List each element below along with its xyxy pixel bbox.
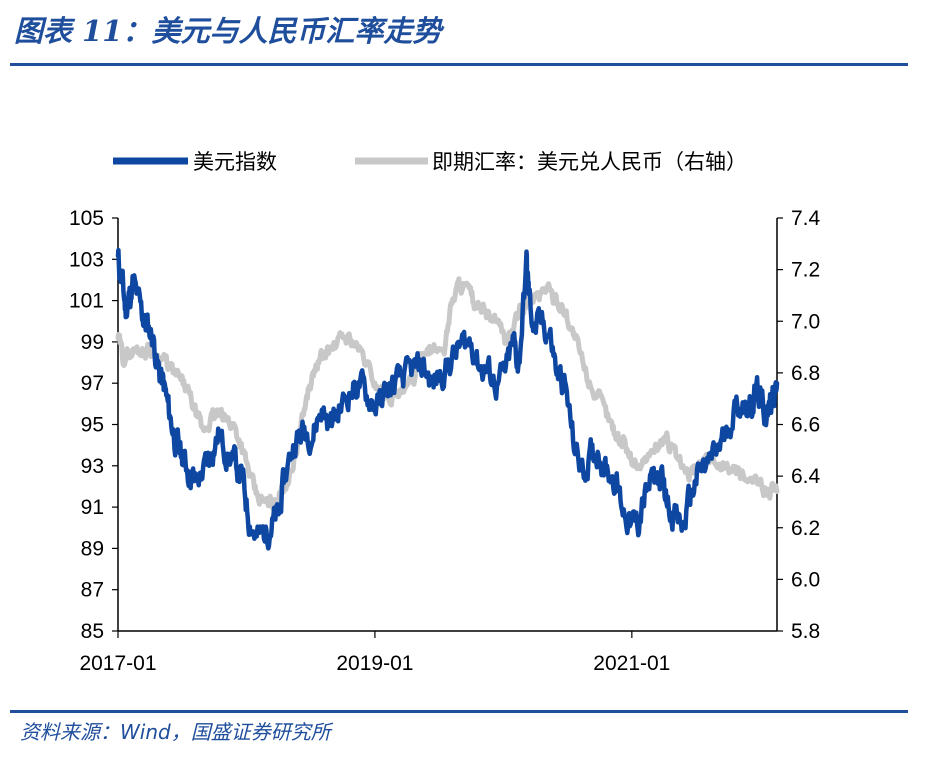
left-tick-label: 99 [81, 331, 104, 354]
chart-title: 图表 11：美元与人民币汇率走势 [14, 14, 442, 48]
left-tick-label: 89 [81, 537, 104, 560]
right-tick-label: 6.4 [791, 465, 821, 488]
left-tick-label: 103 [69, 248, 104, 271]
left-tick-label: 95 [81, 414, 104, 437]
left-axis-ticks: 85 87 89 91 93 95 97 99 101 103 105 [69, 207, 118, 643]
series-line-dxy [115, 247, 780, 551]
right-tick-label: 7.4 [791, 207, 821, 230]
x-tick-label: 2017-01 [79, 652, 156, 675]
right-tick-label: 5.8 [791, 620, 820, 643]
right-tick-label: 6.8 [791, 362, 820, 385]
legend-label-cny: 即期汇率：美元兑人民币（右轴） [432, 150, 747, 174]
x-tick-label: 2019-01 [336, 652, 413, 675]
bottom-divider [10, 710, 908, 713]
axes [117, 218, 778, 632]
right-tick-label: 7.0 [791, 310, 820, 333]
legend-label-dxy: 美元指数 [193, 150, 277, 174]
series-line-cny [115, 276, 780, 512]
right-tick-label: 6.6 [791, 414, 820, 437]
right-tick-label: 7.2 [791, 259, 820, 282]
chart: 美元指数 即期汇率：美元兑人民币（右轴） 85 87 89 91 93 95 97 99 101… [69, 150, 821, 675]
left-tick-label: 97 [81, 372, 104, 395]
plot-area [115, 247, 780, 551]
left-tick-label: 87 [81, 579, 104, 602]
x-axis-ticks: 2017-01 2019-01 2021-01 [79, 631, 670, 675]
right-tick-label: 6.0 [791, 568, 820, 591]
left-tick-label: 101 [69, 290, 104, 313]
right-tick-label: 6.2 [791, 517, 820, 540]
left-tick-label: 91 [81, 496, 104, 519]
x-tick-label: 2021-01 [593, 652, 670, 675]
top-divider [10, 63, 908, 66]
legend: 美元指数 即期汇率：美元兑人民币（右轴） [113, 150, 747, 174]
left-tick-label: 93 [81, 455, 104, 478]
left-tick-label: 105 [69, 207, 104, 230]
left-tick-label: 85 [81, 620, 104, 643]
source-note: 资料来源：Wind，国盛证券研究所 [20, 720, 331, 744]
right-axis-ticks: 5.8 6.0 6.2 6.4 6.6 6.8 7.0 7.2 7.4 [777, 207, 821, 643]
